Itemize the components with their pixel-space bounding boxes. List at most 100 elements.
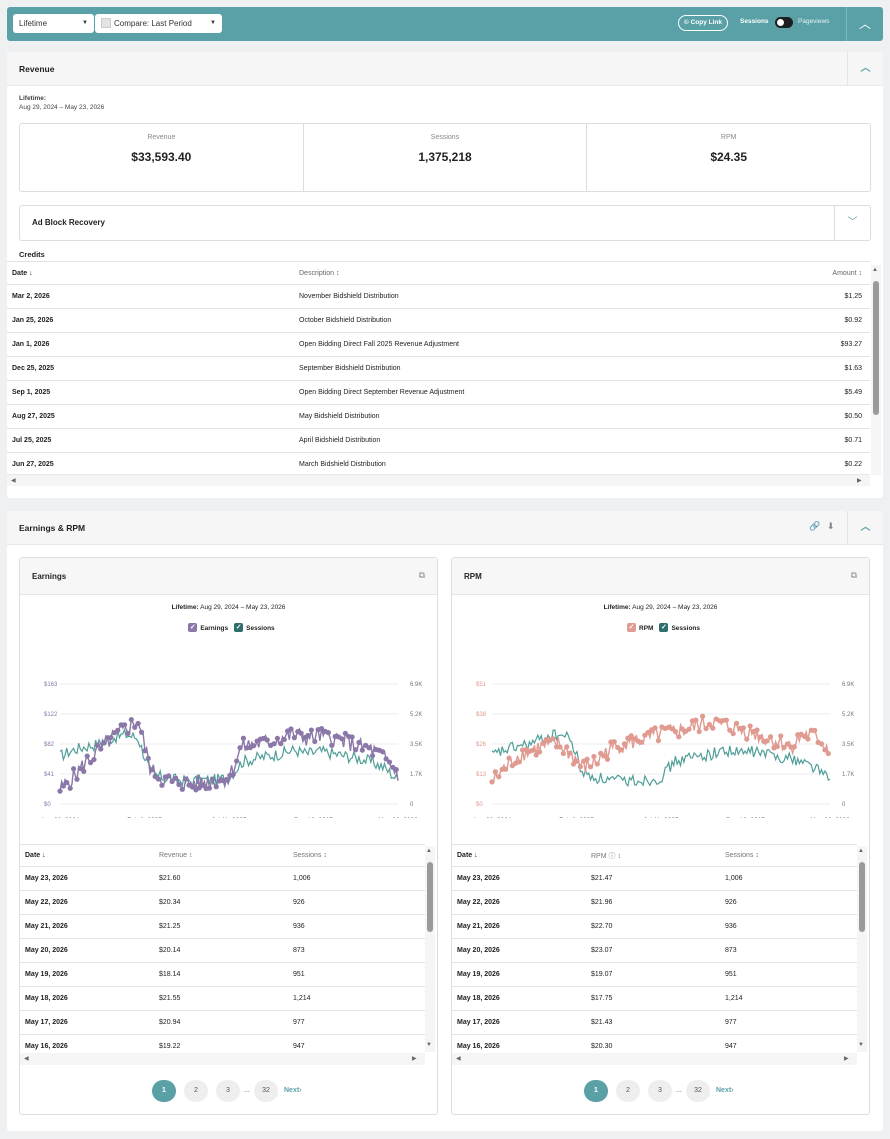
col-date-header[interactable]: Date ↓ xyxy=(452,844,586,867)
horizontal-scrollbar[interactable]: ◀ ▶ xyxy=(20,1053,425,1065)
ad-block-expand-button[interactable]: ﹀ xyxy=(834,206,870,240)
table-row: May 20, 2026 $20.14 873 xyxy=(20,938,425,963)
data-point xyxy=(329,742,335,748)
page-3-button[interactable]: 3 xyxy=(216,1080,240,1102)
scroll-right-icon[interactable]: ▶ xyxy=(844,1056,849,1062)
data-point xyxy=(166,773,172,779)
external-link-icon[interactable]: ⧉ xyxy=(418,570,425,580)
table-row: May 21, 2026 $21.25 936 xyxy=(20,914,425,939)
x-tick-label: Aug 29, 2024 xyxy=(473,817,512,818)
credit-description: September Bidshield Distribution xyxy=(294,356,758,381)
page-last-button[interactable]: 32 xyxy=(254,1080,278,1102)
data-point xyxy=(584,756,590,762)
toolbar-collapse-button[interactable]: ︿ xyxy=(846,7,883,41)
data-point xyxy=(135,720,141,727)
next-page-button[interactable]: Next› xyxy=(716,1087,734,1094)
data-point xyxy=(206,785,213,791)
scroll-left-icon[interactable]: ◀ xyxy=(456,1056,461,1062)
col-amount-header[interactable]: Amount ↕ xyxy=(757,261,870,285)
page-3-button[interactable]: 3 xyxy=(648,1080,672,1102)
external-link-icon[interactable]: ⧉ xyxy=(850,570,857,580)
scroll-up-icon[interactable]: ▲ xyxy=(858,848,864,854)
x-tick-label: Dec 16, 2025 xyxy=(294,817,333,818)
scroll-down-icon[interactable]: ▼ xyxy=(858,1042,864,1048)
scroll-right-icon[interactable]: ▶ xyxy=(857,478,862,484)
data-point xyxy=(655,737,662,744)
row-date: May 22, 2026 xyxy=(452,890,586,915)
data-point xyxy=(492,769,498,775)
scroll-thumb[interactable] xyxy=(873,281,879,415)
data-point xyxy=(638,739,645,745)
compare-checkbox[interactable] xyxy=(101,17,111,28)
checkbox-checked-icon[interactable]: ✓ xyxy=(188,623,198,632)
row-value: $19.07 xyxy=(586,962,720,987)
pagination: 1 2 3... 32 Next› xyxy=(452,1080,869,1104)
credits-vertical-scrollbar[interactable]: ▲ xyxy=(871,265,881,475)
page-2-button[interactable]: 2 xyxy=(616,1080,640,1102)
y-right-tick-label: 5.2K xyxy=(842,712,854,718)
vertical-scrollbar[interactable]: ▲ ▼ xyxy=(857,846,867,1052)
scroll-up-icon[interactable]: ▲ xyxy=(872,267,878,273)
copy-link-button[interactable]: © Copy Link xyxy=(678,15,728,31)
data-point xyxy=(693,717,699,723)
info-icon[interactable]: ⓘ xyxy=(608,852,616,860)
data-point xyxy=(132,724,138,730)
horizontal-scrollbar[interactable]: ◀ ▶ xyxy=(452,1053,857,1065)
row-sessions: 873 xyxy=(288,938,425,963)
row-date: May 20, 2026 xyxy=(452,938,586,963)
scroll-down-icon[interactable]: ▼ xyxy=(426,1042,432,1048)
page-1-button[interactable]: 1 xyxy=(152,1080,176,1102)
y-right-tick-label: 6.9K xyxy=(842,682,854,688)
credits-horizontal-scrollbar[interactable]: ◀ ▶ xyxy=(7,474,870,486)
data-point xyxy=(356,739,362,746)
sessions-pageviews-toggle[interactable] xyxy=(775,17,793,28)
link-icon[interactable]: 🔗 xyxy=(809,521,821,531)
col-value-header[interactable]: RPM ⓘ ↕ xyxy=(586,844,720,867)
scroll-right-icon[interactable]: ▶ xyxy=(412,1056,417,1062)
table-row: May 23, 2026 $21.47 1,006 xyxy=(452,866,857,891)
card-header: RPM ⧉ xyxy=(452,558,869,595)
col-value-header[interactable]: Revenue ↕ xyxy=(154,844,288,867)
col-sessions-header[interactable]: Sessions ↕ xyxy=(288,844,425,867)
top-toolbar: Lifetime ▼ Compare: Last Period ▼ © Copy… xyxy=(7,7,883,41)
toggle-sessions-label: Sessions xyxy=(740,18,769,25)
earnings-rpm-header: Earnings & RPM 🔗 ⬇ ︿ xyxy=(7,511,883,545)
data-point xyxy=(64,779,70,786)
col-description-header[interactable]: Description ↕ xyxy=(294,261,758,285)
data-point xyxy=(91,756,97,763)
data-point xyxy=(791,744,797,750)
scroll-left-icon[interactable]: ◀ xyxy=(24,1056,29,1062)
y-right-tick-label: 0 xyxy=(842,802,846,808)
credit-description: May Bidshield Distribution xyxy=(294,404,758,429)
ad-block-recovery-section[interactable]: Ad Block Recovery ﹀ xyxy=(19,205,871,241)
checkbox-checked-icon[interactable]: ✓ xyxy=(627,623,636,632)
page-1-button[interactable]: 1 xyxy=(584,1080,608,1102)
data-point xyxy=(744,736,750,742)
earnings-collapse-button[interactable]: ︿ xyxy=(847,511,883,545)
download-icon[interactable]: ⬇ xyxy=(827,521,835,531)
data-point xyxy=(281,736,287,743)
col-date-header[interactable]: Date ↓ xyxy=(7,261,294,285)
page-2-button[interactable]: 2 xyxy=(184,1080,208,1102)
chart-date-range: Lifetime: Aug 29, 2024 – May 23, 2026 xyxy=(20,604,437,611)
row-value: $21.96 xyxy=(586,890,720,915)
checkbox-checked-icon[interactable]: ✓ xyxy=(234,623,244,632)
next-page-button[interactable]: Next› xyxy=(284,1087,302,1094)
scroll-thumb[interactable] xyxy=(859,862,865,932)
data-point xyxy=(621,741,628,747)
scroll-thumb[interactable] xyxy=(427,862,433,932)
col-date-header[interactable]: Date ↓ xyxy=(20,844,154,867)
vertical-scrollbar[interactable]: ▲ ▼ xyxy=(425,846,435,1052)
scroll-up-icon[interactable]: ▲ xyxy=(426,848,432,854)
scroll-left-icon[interactable]: ◀ xyxy=(11,478,16,484)
range-select[interactable]: Lifetime ▼ xyxy=(13,14,94,33)
data-point xyxy=(325,730,331,736)
col-sessions-header[interactable]: Sessions ↕ xyxy=(720,844,857,867)
data-point xyxy=(101,740,107,746)
page-last-button[interactable]: 32 xyxy=(686,1080,710,1102)
data-point xyxy=(251,743,257,749)
checkbox-checked-icon[interactable]: ✓ xyxy=(659,623,669,632)
compare-select[interactable]: Compare: Last Period ▼ xyxy=(95,14,222,33)
revenue-collapse-button[interactable]: ︿ xyxy=(847,52,883,86)
data-point xyxy=(176,781,182,788)
